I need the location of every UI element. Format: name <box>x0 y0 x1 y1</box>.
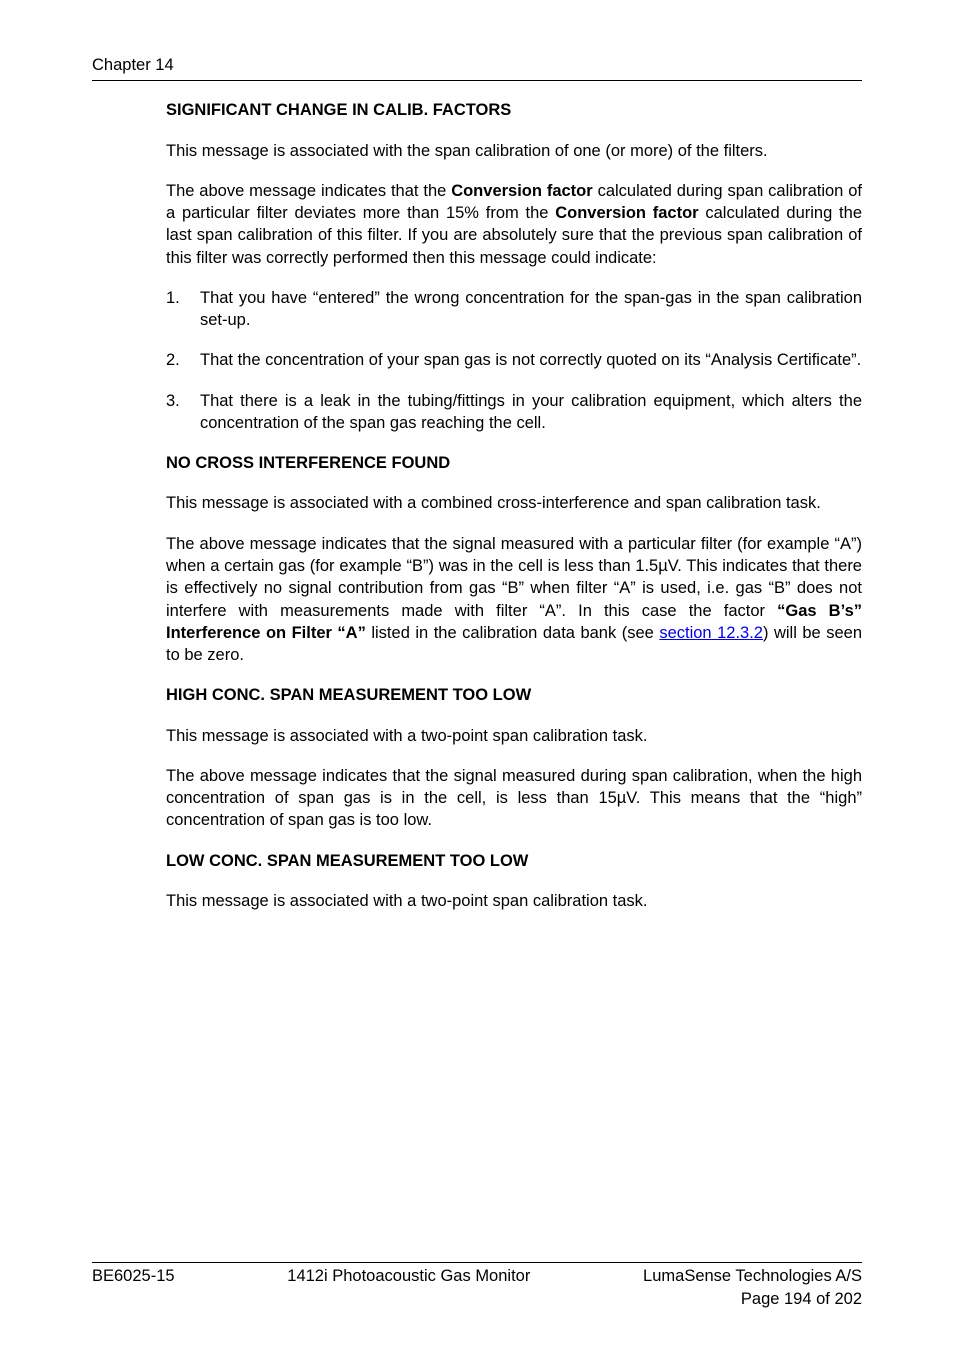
heading-low-conc: LOW CONC. SPAN MEASUREMENT TOO LOW <box>166 850 862 872</box>
chapter-header: Chapter 14 <box>92 54 862 76</box>
list-item: 3. That there is a leak in the tubing/fi… <box>166 390 862 435</box>
bold-text: Conversion factor <box>451 182 593 200</box>
list-item: 2. That the concentration of your span g… <box>166 349 862 371</box>
footer-divider <box>92 1262 862 1263</box>
heading-high-conc: HIGH CONC. SPAN MEASUREMENT TOO LOW <box>166 684 862 706</box>
list-text: That the concentration of your span gas … <box>200 349 862 371</box>
header-divider <box>92 80 862 81</box>
heading-significant-change: SIGNIFICANT CHANGE IN CALIB. FACTORS <box>166 99 862 121</box>
list-number: 1. <box>166 287 200 332</box>
paragraph: The above message indicates that the Con… <box>166 180 862 269</box>
list-number: 2. <box>166 349 200 371</box>
text: The above message indicates that the <box>166 182 451 200</box>
list-item: 1. That you have “entered” the wrong con… <box>166 287 862 332</box>
list-text: That there is a leak in the tubing/fitti… <box>200 390 862 435</box>
footer-doc-id: BE6025-15 <box>92 1265 175 1287</box>
page-footer: BE6025-15 1412i Photoacoustic Gas Monito… <box>92 1262 862 1310</box>
footer-row: BE6025-15 1412i Photoacoustic Gas Monito… <box>92 1265 862 1287</box>
section-link[interactable]: section 12.3.2 <box>659 624 763 642</box>
paragraph: This message is associated with a combin… <box>166 492 862 514</box>
paragraph: The above message indicates that the sig… <box>166 765 862 832</box>
paragraph: This message is associated with a two-po… <box>166 890 862 912</box>
list-text: That you have “entered” the wrong concen… <box>200 287 862 332</box>
numbered-list: 1. That you have “entered” the wrong con… <box>166 287 862 434</box>
heading-no-cross-interference: NO CROSS INTERFERENCE FOUND <box>166 452 862 474</box>
paragraph: This message is associated with the span… <box>166 140 862 162</box>
paragraph: This message is associated with a two-po… <box>166 725 862 747</box>
main-content: SIGNIFICANT CHANGE IN CALIB. FACTORS Thi… <box>92 99 862 912</box>
paragraph: The above message indicates that the sig… <box>166 533 862 667</box>
list-number: 3. <box>166 390 200 435</box>
footer-company: LumaSense Technologies A/S <box>643 1265 862 1287</box>
footer-page-number: Page 194 of 202 <box>92 1288 862 1310</box>
text: listed in the calibration data bank (see <box>366 624 659 642</box>
footer-doc-title: 1412i Photoacoustic Gas Monitor <box>287 1265 530 1287</box>
bold-text: Conversion factor <box>555 204 698 222</box>
text: The above message indicates that the sig… <box>166 535 862 620</box>
